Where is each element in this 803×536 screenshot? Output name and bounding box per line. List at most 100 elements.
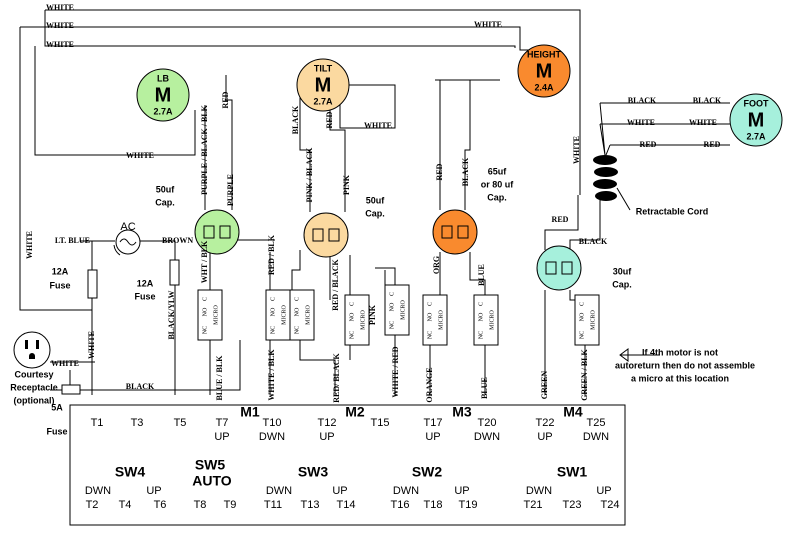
capacitor-label: 50uf [156,184,176,194]
wire-label: BLUE [480,377,489,399]
terminal-label: T17 [424,417,443,429]
receptacle [13,331,51,369]
micro-contact: NC [478,331,484,339]
terminal-direction: DWN [393,485,419,497]
micro-switch [574,294,600,346]
fuse-label: 5A [51,402,63,412]
micro-switch [384,284,410,336]
capacitor-label: Cap. [365,208,385,218]
ac-label: AC [120,221,135,233]
terminal-label: T13 [301,499,320,511]
wire-label: RED [704,140,721,149]
wire-label: WHITE [46,3,74,12]
motor-name: HEIGHT [527,49,562,59]
micro-contact: C [294,297,300,301]
motor-rating: 2.7A [313,96,333,106]
terminal-label: T4 [119,499,132,511]
terminal-label: T8 [194,499,207,511]
micro-switch [422,294,448,346]
motor-name: FOOT [744,98,769,108]
receptacle-label: (optional) [14,395,55,405]
wire-label: RED / BLACK [331,258,340,310]
micro-contact: NO [389,302,395,311]
motor-tilt [296,58,350,112]
fuse-label: Fuse [46,426,67,436]
switch-name: SW4 [115,464,146,480]
wire-label: RED / BLK [267,234,276,275]
wire-label: BLACK [693,96,722,105]
wire-label: WHITE [126,151,154,160]
motor-name: TILT [314,63,333,73]
wire-label: BROWN [162,236,193,245]
terminal-label: T23 [563,499,582,511]
micro-contact: C [478,302,484,306]
micro-contact: NC [427,331,433,339]
terminal-label: T10 [263,417,282,429]
fuse-label: 12A [137,278,154,288]
capacitors [194,209,582,291]
micro-contact: NO [202,307,208,316]
motor-height [517,44,571,98]
fuse-label: Fuse [134,291,155,301]
wire-label: WHT / BLK [200,240,209,283]
cord-label: Retractable Cord [636,206,709,216]
terminal-direction: UP [332,485,347,497]
wire-label: WHITE [689,118,717,127]
motor-rating: 2.7A [153,106,173,116]
wire-label: RED/ BLACK [332,352,341,402]
wires [19,9,730,395]
micro-switch [344,294,370,346]
micro-contact: C [427,302,433,306]
micro-contact: C [270,297,276,301]
micro-label: MICRO [213,304,219,324]
capacitor [194,209,240,255]
note-arrow [619,348,660,362]
cord [593,102,631,211]
capacitor-label: 30uf [613,266,633,276]
wire-label: BLACK [628,96,657,105]
terminal-label: T14 [337,499,356,511]
micro-switch [473,294,499,346]
micro-contact: NC [270,326,276,334]
micro-contact: NC [389,321,395,329]
capacitor-label: Cap. [155,197,175,207]
micro-contact: C [579,302,585,306]
motor-symbol: M [536,60,553,82]
terminal-direction: UP [596,485,611,497]
terminal-label: T25 [587,417,606,429]
motors [136,44,783,147]
switch-name: SW5 [195,457,226,473]
switch-sub: AUTO [192,473,232,489]
motor-group: M3 [452,404,472,420]
wire-label: PINK [368,304,377,325]
motor-group: M2 [345,404,365,420]
ac-source [113,229,141,256]
micro-contact: NO [270,307,276,316]
wire-label: RED [435,163,444,180]
wire-label: BLACK [461,157,470,186]
terminal-direction: DWN [85,485,111,497]
terminal-label: T15 [371,417,390,429]
wire-label: BLUE [477,264,486,286]
labels: LBM2.7ATILTM2.7AHEIGHTM2.4AFOOTM2.7A50uf… [10,3,769,511]
fuse-label: Fuse [49,280,70,290]
micro-contact: NC [579,331,585,339]
terminal-label: T3 [131,417,144,429]
wire-label: WHITE [46,21,74,30]
motor-foot [729,93,783,147]
note-text: autoreturn then do not assemble [615,360,755,370]
note-text: If 4th motor is not [642,347,718,357]
wire-label: WHITE [364,121,392,130]
wire-label: PINK / BLACK [305,147,314,202]
terminal-direction: UP [425,431,440,443]
capacitor-label: Cap. [612,279,632,289]
capacitor-label: 50uf [366,195,386,205]
micro-switch [197,289,223,341]
terminal-label: T22 [536,417,555,429]
wire-label: LT. BLUE [55,236,90,245]
wire-label: GREEN [540,371,549,400]
motor-group: M4 [563,404,583,420]
capacitor [303,212,349,258]
terminal-direction: DWN [583,431,609,443]
terminal-direction: UP [214,431,229,443]
